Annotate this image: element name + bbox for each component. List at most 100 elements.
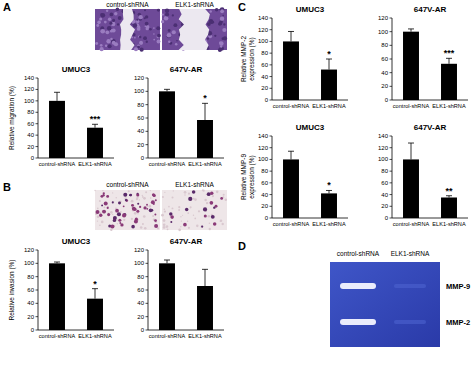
image-texture [145,22,149,26]
error-cap [202,269,208,270]
image-texture [116,219,118,221]
image-texture [164,192,165,193]
image-texture [162,13,164,15]
image-texture [162,196,164,198]
y-tick-label: 100 [378,29,389,35]
band-label: MMP-2 [446,318,470,327]
image-texture [193,198,195,200]
y-tick-label: 100 [378,156,389,162]
plot-area [403,29,457,100]
y-tick-label: 0 [31,155,35,161]
y-tick-label: 120 [258,27,269,33]
image-texture [212,195,214,197]
x-tick-label: control-shRNA [39,161,76,167]
y-axis-label: Relative MMP-9expression (%) [240,153,256,200]
cell [220,197,223,200]
y-label-line: Relative MMP-2 [240,35,247,82]
wound-image [161,7,227,52]
y-tick [146,303,149,304]
image-texture [114,12,117,15]
image-texture [97,21,101,25]
y-tick-label: 40 [27,132,34,138]
image-texture [153,33,155,35]
image-texture [99,224,101,226]
image-texture [139,15,143,19]
image-texture [146,206,148,208]
image-texture [110,38,113,41]
image-texture [172,30,176,34]
bar [283,41,299,100]
y-tick [36,112,39,113]
image-texture [114,42,118,46]
y-tick [36,290,39,291]
image-texture [165,9,169,13]
image-texture [117,223,118,224]
y-tick-label: 40 [137,300,144,306]
band-label: MMP-9 [446,282,470,291]
cell [117,212,121,216]
cell [213,206,215,208]
image-texture [219,9,221,11]
x-tick-label: ELK1-shRNA [432,221,466,227]
error-bar [446,196,452,198]
wound-gap [120,9,135,50]
x-tick-label: control-shRNA [149,333,186,339]
image-texture [113,19,115,21]
error-cap [408,28,414,29]
x-tick-label: control-shRNA [273,103,310,109]
y-tick-label: 80 [261,50,268,56]
y-tick-label: 60 [137,287,144,293]
image-texture [182,215,183,216]
image-texture [146,25,150,29]
y-tick-label: 100 [24,260,35,266]
bar [441,198,457,219]
y-tick [270,88,273,89]
image-texture [171,207,173,209]
image-texture [218,22,222,26]
image-texture [112,192,113,193]
panel-label: B [3,181,11,193]
image-texture [214,35,216,37]
y-tick-label: 60 [27,121,34,127]
cell [143,206,146,209]
image-texture [194,218,196,220]
image-texture [131,36,133,38]
image-texture [168,40,170,42]
x-tick-label: control-shRNA [393,103,430,109]
cell [101,204,103,206]
image-texture [153,27,155,29]
image-texture [207,38,209,40]
y-tick-label: 120 [24,86,35,92]
wound-gap [179,9,210,50]
y-tick [36,89,39,90]
significance: ** [445,186,453,196]
image-texture [196,225,199,228]
bar [321,193,337,218]
y-tick [390,45,393,46]
error-line [411,143,412,159]
x-tick-label: ELK1-shRNA [78,333,112,339]
image-texture [170,42,172,44]
y-tick-label: 80 [27,274,34,280]
image-texture [218,23,220,25]
image-texture [180,226,181,227]
y-tick [36,276,39,277]
y-tick-label: 20 [381,83,388,89]
image-texture [139,36,141,38]
y-tick [146,144,149,145]
cell [100,195,103,198]
y-label-group: Relative invasion (%) [8,259,16,320]
image-label: control-shRNA [106,181,149,188]
error-cap [54,92,60,93]
image-texture [157,9,160,12]
image-texture [167,33,172,38]
image-texture [143,215,146,218]
plot-area [49,92,103,158]
image-texture [148,205,151,208]
bar-chart: 647V-AR020406080100120control-shRNAELK1-… [378,5,468,109]
cell [154,214,156,216]
plot-area [283,31,337,100]
panel-label: D [238,240,246,252]
image-texture [100,47,104,51]
bar [87,128,103,158]
